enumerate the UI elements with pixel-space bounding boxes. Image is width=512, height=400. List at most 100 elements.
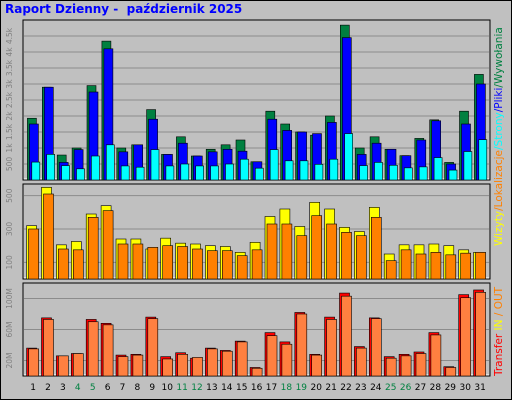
bar-out (370, 318, 382, 377)
x-tick-label: 29 (445, 383, 457, 393)
bar-out (341, 295, 352, 377)
bar-lokalizacje (356, 235, 367, 280)
bar-out (266, 335, 278, 377)
bar-lokalizacje (475, 252, 486, 280)
x-tick-label: 12 (191, 383, 202, 393)
bar-strony (284, 160, 294, 181)
hits-tick-label: 1k (5, 143, 14, 153)
bar-strony (255, 167, 264, 181)
legend-hits-item: /Lokalizacje (493, 150, 505, 211)
bar-strony (433, 157, 443, 181)
bar-strony (299, 160, 309, 181)
bar-strony (165, 165, 175, 181)
legend-hits-item: /Wywołania (493, 27, 505, 87)
bar-out (28, 348, 39, 377)
bar-strony (150, 149, 160, 181)
bar-strony (329, 158, 339, 181)
x-tick-label: 5 (90, 383, 96, 393)
bar-lokalizacje (117, 243, 129, 280)
legend-hits-item: /Pliki (493, 88, 505, 113)
x-tick-label: 7 (120, 383, 126, 393)
bar-out (87, 321, 99, 377)
x-tick-label: 14 (221, 383, 233, 393)
bar-strony (448, 169, 458, 181)
hits-tick-label: 1.5k (5, 123, 14, 140)
bar-lokalizacje (132, 243, 144, 280)
x-tick-label: 22 (340, 383, 351, 393)
bar-out (73, 353, 84, 377)
bar-lokalizacje (192, 248, 203, 280)
x-tick-label: 30 (459, 383, 471, 393)
bar-lokalizacje (370, 217, 382, 280)
bar-out (445, 367, 457, 377)
bar-lokalizacje (58, 248, 69, 280)
bar-out (356, 347, 367, 377)
bar-out (222, 350, 233, 377)
x-tick-label: 27 (415, 383, 426, 393)
bar-strony (418, 166, 428, 181)
bar-lokalizacje (385, 260, 397, 280)
bar-strony (314, 164, 324, 181)
x-tick-label: 21 (325, 383, 336, 393)
bar-lokalizacje (341, 232, 352, 280)
page-title: Raport Dzienny - październik 2025 (5, 2, 243, 16)
bar-out (177, 353, 188, 377)
bar-lokalizacje (430, 252, 442, 280)
x-tick-label: 18 (281, 383, 293, 393)
bar-out (236, 341, 248, 377)
bar-lokalizacje (207, 250, 218, 280)
bar-out (43, 319, 54, 377)
bar-lokalizacje (445, 254, 457, 280)
x-tick-label: 4 (75, 383, 81, 393)
bar-out (251, 367, 263, 377)
bar-strony (91, 155, 100, 181)
bar-lokalizacje (266, 223, 278, 280)
bar-out (385, 357, 397, 377)
x-tick-label: 17 (266, 383, 277, 393)
bar-out (102, 324, 114, 377)
legend-transfer-item: Transfer (493, 330, 505, 377)
x-tick-label: 9 (149, 383, 155, 393)
bar-lokalizacje (147, 247, 159, 280)
bar-strony (195, 165, 204, 181)
x-tick-label: 6 (105, 383, 111, 393)
bar-lokalizacje (87, 217, 99, 280)
bar-lokalizacje (236, 255, 248, 280)
bar-out (460, 297, 472, 377)
x-tick-label: 8 (135, 383, 141, 393)
bar-strony (61, 165, 70, 181)
hits-tick-label: 4k (5, 47, 14, 57)
bar-out (192, 357, 203, 377)
bar-out (296, 313, 308, 377)
bar-strony (210, 165, 219, 181)
bar-lokalizacje (281, 223, 293, 280)
bar-lokalizacje (102, 210, 114, 280)
x-tick-label: 15 (236, 383, 247, 393)
x-tick-label: 24 (370, 383, 382, 393)
bar-lokalizacje (43, 193, 54, 280)
bar-lokalizacje (400, 249, 412, 280)
transfer-tick-label: 20M (5, 352, 14, 368)
bar-strony (344, 133, 354, 181)
bar-out (281, 343, 293, 377)
hits-tick-label: 3.5k (5, 59, 14, 76)
x-tick-label: 20 (310, 383, 322, 393)
bar-out (162, 358, 173, 377)
hits-tick-label: 3k (5, 79, 14, 89)
bar-strony (135, 166, 145, 181)
legend-transfer-item: IN (493, 319, 505, 330)
bar-out (475, 291, 486, 377)
bar-lokalizacje (251, 249, 263, 280)
bar-strony (389, 164, 398, 181)
transfer-tick-label: 100M (5, 288, 14, 309)
x-tick-label: 13 (206, 383, 217, 393)
bar-out (132, 354, 144, 377)
bar-out (311, 354, 323, 377)
bar-lokalizacje (326, 223, 337, 280)
bar-strony (240, 158, 249, 181)
bar-strony (269, 149, 279, 181)
bar-lokalizacje (162, 245, 173, 280)
x-tick-label: 3 (60, 383, 66, 393)
x-tick-label: 31 (474, 383, 485, 393)
